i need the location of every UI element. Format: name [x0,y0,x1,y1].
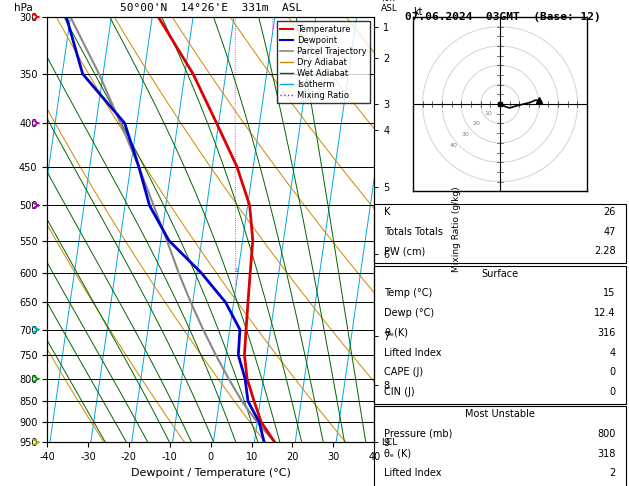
Text: θₑ (K): θₑ (K) [384,449,411,459]
Text: Surface: Surface [481,269,519,278]
Text: 318: 318 [598,449,616,459]
Text: 15: 15 [603,288,616,298]
Legend: Temperature, Dewpoint, Parcel Trajectory, Dry Adiabat, Wet Adiabat, Isotherm, Mi: Temperature, Dewpoint, Parcel Trajectory… [277,21,370,104]
Text: Mixing Ratio (g/kg): Mixing Ratio (g/kg) [452,187,460,273]
Text: Dewp (°C): Dewp (°C) [384,308,435,318]
Text: 10: 10 [484,111,493,116]
Text: 0: 0 [610,387,616,397]
Text: hPa: hPa [14,3,33,13]
Text: km
ASL: km ASL [381,0,398,13]
Text: 2: 2 [610,469,616,478]
Text: PW (cm): PW (cm) [384,246,426,257]
Text: 316: 316 [598,328,616,338]
Text: θₑ(K): θₑ(K) [384,328,408,338]
Text: Totals Totals: Totals Totals [384,227,443,237]
X-axis label: Dewpoint / Temperature (°C): Dewpoint / Temperature (°C) [131,468,291,478]
Text: Temp (°C): Temp (°C) [384,288,433,298]
Text: 30: 30 [461,132,469,137]
Text: 2.28: 2.28 [594,246,616,257]
Text: Pressure (mb): Pressure (mb) [384,429,453,439]
Text: 07.06.2024  03GMT  (Base: 12): 07.06.2024 03GMT (Base: 12) [405,12,601,22]
Text: CAPE (J): CAPE (J) [384,367,423,377]
Text: Lifted Index: Lifted Index [384,469,442,478]
Text: kt: kt [413,7,423,17]
Text: 0: 0 [610,367,616,377]
Text: 26: 26 [603,207,616,217]
Text: 1: 1 [234,268,238,273]
Text: 20: 20 [473,122,481,126]
Text: Lifted Index: Lifted Index [384,347,442,358]
Text: CIN (J): CIN (J) [384,387,415,397]
Text: 40: 40 [450,143,457,148]
Title: 50°00'N  14°26'E  331m  ASL: 50°00'N 14°26'E 331m ASL [120,3,302,14]
Text: 12.4: 12.4 [594,308,616,318]
Text: 47: 47 [603,227,616,237]
Text: K: K [384,207,391,217]
Text: LCL: LCL [381,438,397,447]
Text: 800: 800 [598,429,616,439]
Text: Most Unstable: Most Unstable [465,409,535,419]
Text: 4: 4 [610,347,616,358]
